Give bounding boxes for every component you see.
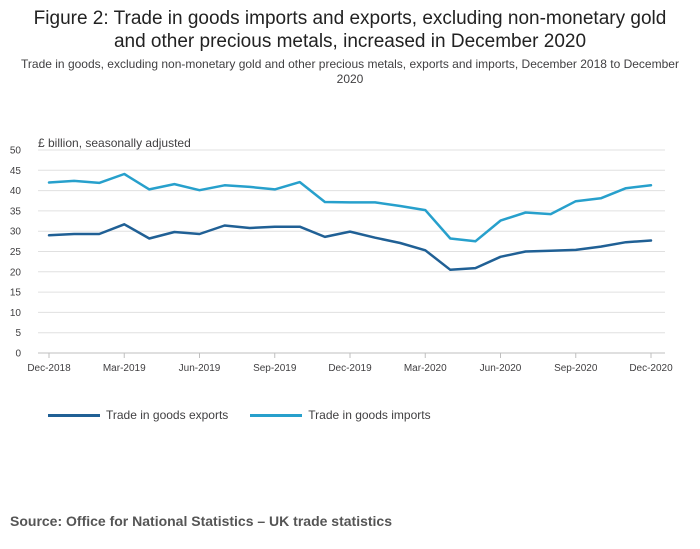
x-tick-label: Dec-2019: [328, 363, 372, 374]
imports-data-point[interactable]: [623, 185, 629, 191]
exports-series-line[interactable]: [47, 223, 653, 272]
exports-data-point[interactable]: [46, 232, 52, 238]
exports-data-point[interactable]: [548, 248, 554, 254]
y-tick-label: 25: [10, 247, 22, 258]
y-tick-label: 30: [10, 227, 22, 238]
imports-data-point[interactable]: [247, 184, 253, 190]
exports-data-point[interactable]: [498, 254, 504, 260]
imports-data-point[interactable]: [523, 210, 529, 216]
legend-item-imports[interactable]: Trade in goods imports: [250, 408, 431, 422]
y-tick-label: 5: [15, 328, 21, 339]
exports-data-point[interactable]: [121, 221, 127, 227]
imports-data-point[interactable]: [71, 178, 77, 184]
imports-data-point[interactable]: [46, 179, 52, 185]
exports-data-point[interactable]: [347, 229, 353, 235]
imports-data-point[interactable]: [171, 181, 177, 187]
exports-data-point[interactable]: [472, 265, 478, 271]
imports-data-point[interactable]: [322, 199, 328, 205]
imports-data-point[interactable]: [272, 186, 278, 192]
imports-data-point[interactable]: [347, 199, 353, 205]
exports-data-point[interactable]: [272, 224, 278, 230]
legend-label-imports: Trade in goods imports: [308, 408, 431, 422]
exports-data-point[interactable]: [397, 240, 403, 246]
x-tick-label: Mar-2019: [103, 363, 146, 374]
line-chart: £ billion, seasonally adjusted 0 5 10 15 20 2…: [10, 136, 673, 374]
imports-data-point[interactable]: [472, 238, 478, 244]
exports-data-point[interactable]: [297, 224, 303, 230]
imports-data-point[interactable]: [96, 180, 102, 186]
x-tick-label: Jun-2020: [480, 363, 522, 374]
imports-line-swatch-icon: [250, 413, 303, 417]
exports-data-point[interactable]: [372, 235, 378, 241]
exports-data-point[interactable]: [322, 234, 328, 240]
legend-label-exports: Trade in goods exports: [106, 408, 229, 422]
y-tick-label: 50: [10, 146, 22, 157]
y-tick-label: 15: [10, 288, 22, 299]
imports-data-point[interactable]: [498, 218, 504, 224]
y-tick-label: 35: [10, 206, 22, 217]
y-tick-label: 20: [10, 267, 22, 278]
exports-data-point[interactable]: [247, 225, 253, 231]
imports-data-point[interactable]: [548, 211, 554, 217]
imports-data-point[interactable]: [372, 199, 378, 205]
x-tick-label: Dec-2018: [27, 363, 71, 374]
exports-data-point[interactable]: [171, 229, 177, 235]
imports-data-point[interactable]: [447, 236, 453, 242]
imports-data-point[interactable]: [222, 182, 228, 188]
exports-data-point[interactable]: [623, 239, 629, 245]
x-tick-label: Mar-2020: [404, 363, 447, 374]
imports-data-point[interactable]: [598, 195, 604, 201]
exports-data-point[interactable]: [96, 231, 102, 237]
y-axis-label: £ billion, seasonally adjusted: [38, 136, 191, 150]
imports-series-line[interactable]: [47, 172, 653, 243]
imports-data-point[interactable]: [297, 179, 303, 185]
chart-title: Figure 2: Trade in goods imports and exp…: [33, 8, 667, 52]
exports-data-point[interactable]: [197, 231, 203, 237]
legend-item-exports[interactable]: Trade in goods exports: [48, 408, 228, 422]
chart-subtitle: Trade in goods, excluding non-monetary g…: [21, 57, 679, 86]
x-tick-label: Sep-2019: [253, 363, 297, 374]
y-tick-label: 10: [10, 308, 22, 319]
exports-data-point[interactable]: [71, 231, 77, 237]
exports-line-swatch-icon: [48, 413, 100, 417]
y-tick-label: 45: [10, 166, 22, 177]
imports-data-point[interactable]: [121, 171, 127, 177]
imports-data-point[interactable]: [197, 187, 203, 193]
y-tick-label: 40: [10, 186, 22, 197]
legend: Trade in goods exports Trade in goods im…: [48, 408, 453, 422]
exports-data-point[interactable]: [648, 238, 654, 244]
x-tick-label: Dec-2020: [629, 363, 673, 374]
y-tick-label: 0: [15, 349, 21, 360]
exports-data-point[interactable]: [523, 249, 529, 255]
exports-data-point[interactable]: [422, 247, 428, 253]
exports-data-point[interactable]: [146, 236, 152, 242]
imports-data-point[interactable]: [573, 198, 579, 204]
x-tick-label: Sep-2020: [554, 363, 598, 374]
exports-data-point[interactable]: [222, 223, 228, 229]
source-note: Source: Office for National Statistics –…: [10, 513, 392, 529]
imports-data-point[interactable]: [648, 182, 654, 188]
imports-data-point[interactable]: [422, 207, 428, 213]
x-tick-label: Jun-2019: [179, 363, 221, 374]
exports-data-point[interactable]: [447, 267, 453, 273]
exports-data-point[interactable]: [598, 244, 604, 250]
exports-data-point[interactable]: [573, 247, 579, 253]
imports-data-point[interactable]: [397, 203, 403, 209]
imports-data-point[interactable]: [146, 186, 152, 192]
